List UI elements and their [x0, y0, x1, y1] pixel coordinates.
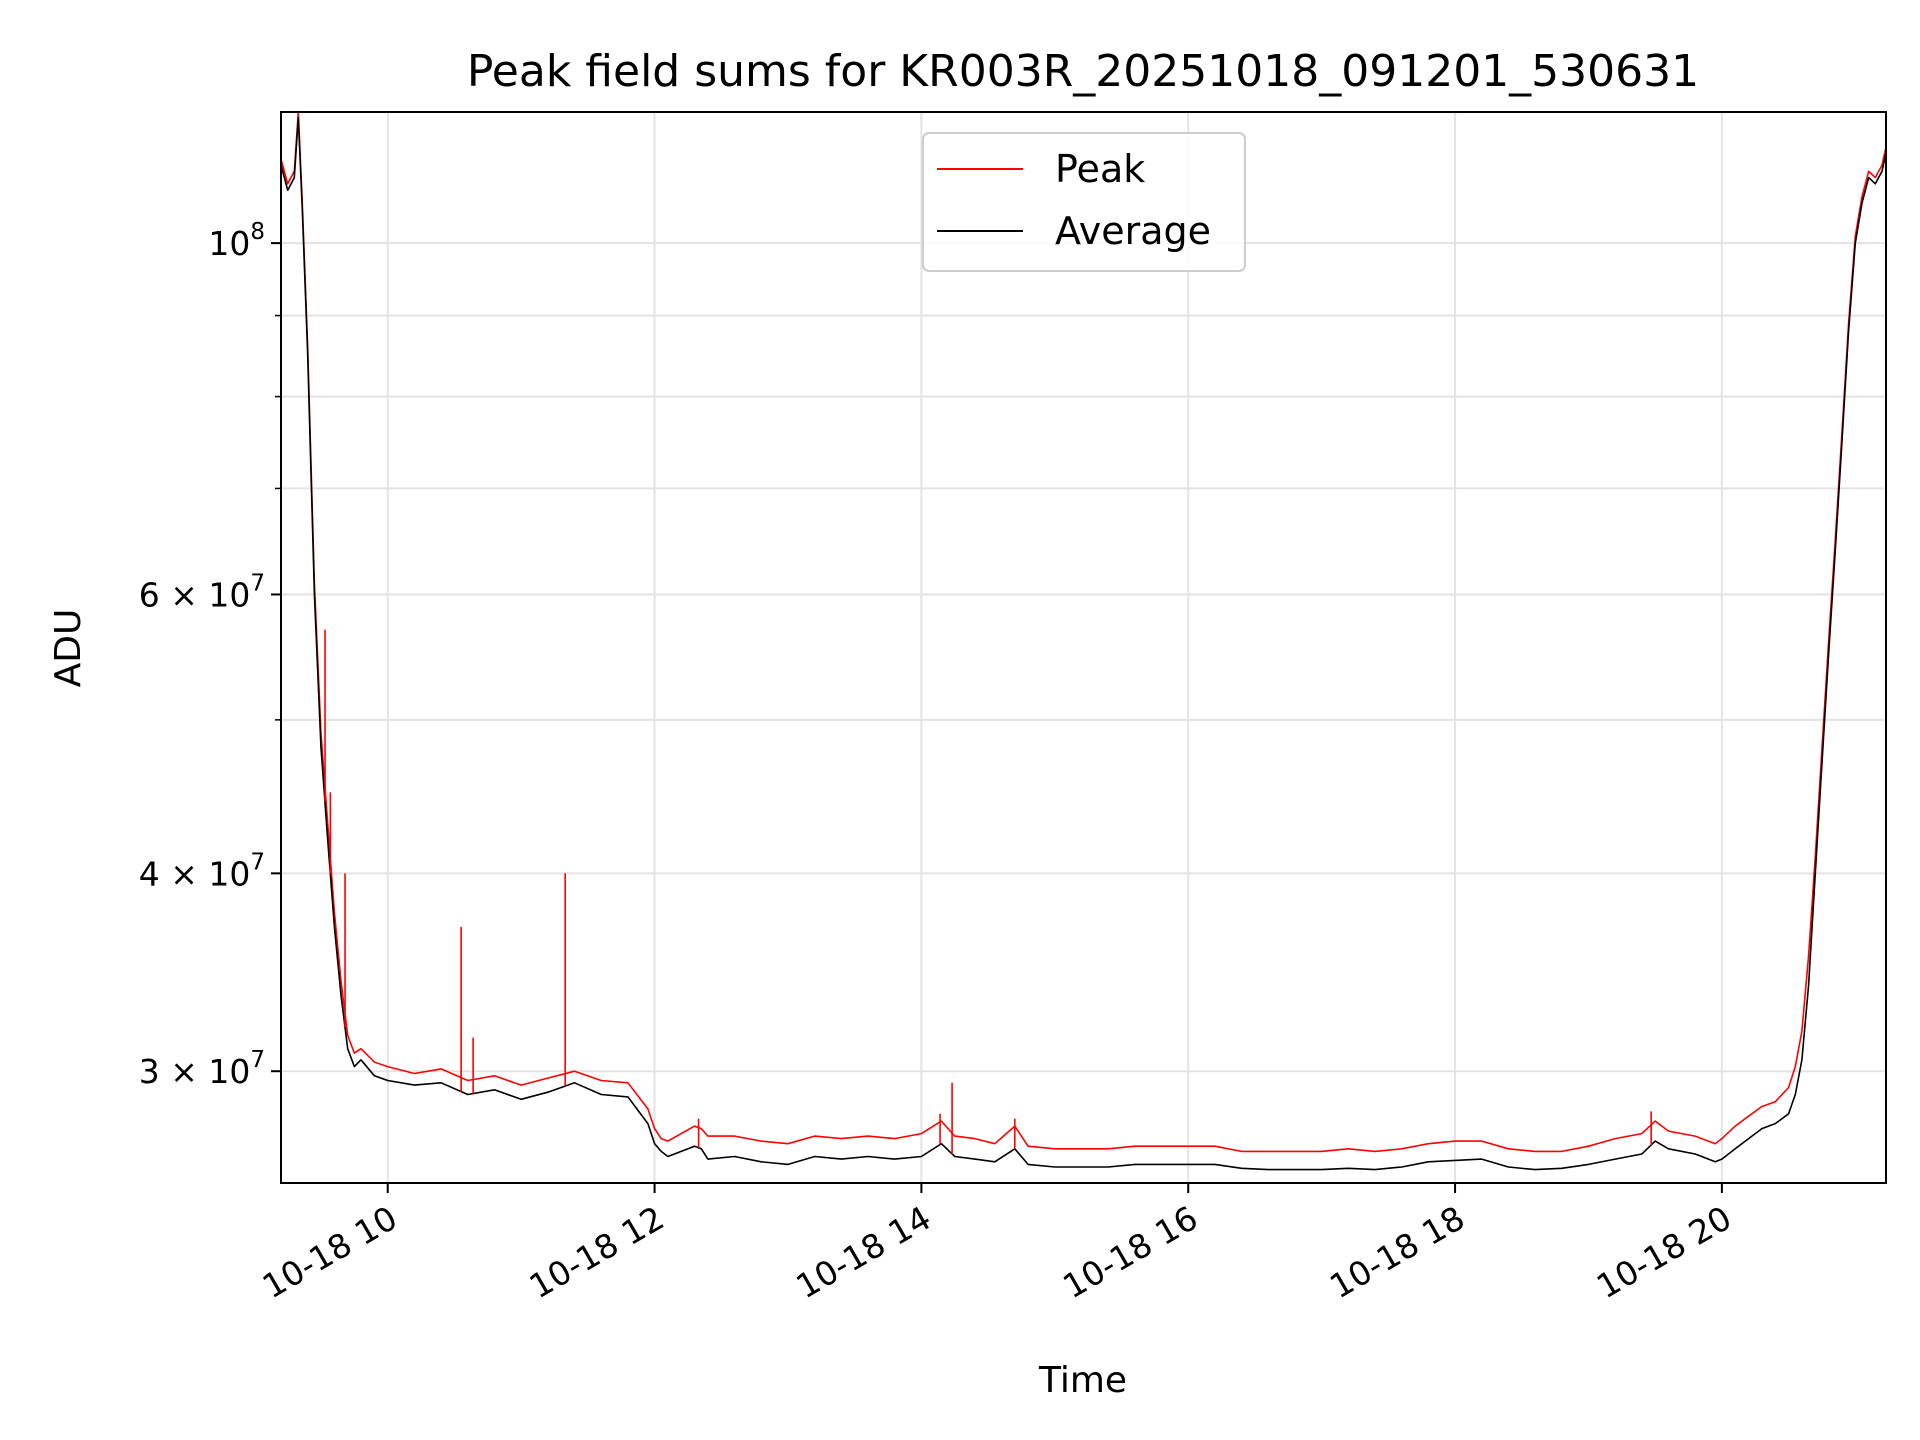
y-tick-base: 10	[208, 224, 250, 263]
axes-frame	[280, 111, 1887, 1184]
y-tick-exponent: 8	[250, 219, 265, 245]
y-tick-label: 3 × 107	[139, 1047, 265, 1091]
y-tick-base: 4 × 10	[139, 854, 251, 893]
y-tick-base: 3 × 10	[139, 1052, 251, 1091]
y-tick-label: 6 × 107	[139, 570, 265, 614]
y-tick-exponent: 7	[250, 849, 265, 875]
series-line-average	[281, 116, 1886, 1171]
legend-box	[922, 132, 1246, 272]
x-axis-label: Time	[1038, 1360, 1127, 1401]
y-tick-exponent: 7	[250, 1047, 265, 1073]
y-axis-label: ADU	[48, 609, 89, 688]
y-tick-base: 6 × 10	[139, 575, 251, 614]
y-tick-exponent: 7	[250, 570, 265, 596]
legend-average-label: Average	[1055, 209, 1211, 253]
plot-area	[281, 112, 1886, 1171]
legend-peak-label: Peak	[1055, 147, 1145, 191]
y-tick-label: 108	[208, 219, 265, 263]
legend: Peak Average	[922, 132, 1246, 272]
chart-title: Peak field sums for KR003R_20251018_0912…	[467, 46, 1699, 97]
series-line-peak	[281, 112, 1886, 1153]
series-layer	[281, 112, 1886, 1171]
y-tick-label: 4 × 107	[139, 849, 265, 893]
